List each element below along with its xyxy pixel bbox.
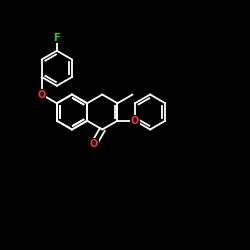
Text: O: O xyxy=(38,90,46,100)
Text: O: O xyxy=(131,116,139,126)
Text: F: F xyxy=(54,32,60,42)
Text: O: O xyxy=(90,139,98,149)
